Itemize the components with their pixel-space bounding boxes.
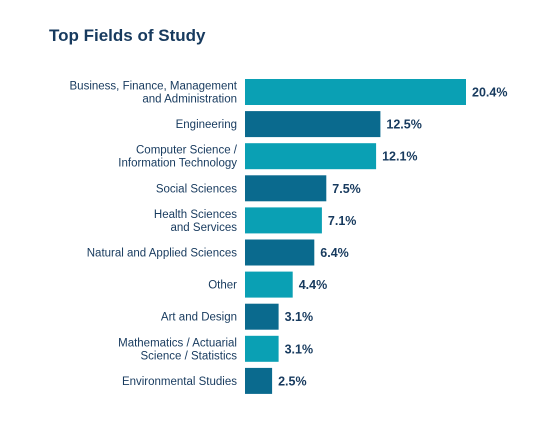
- bar-3: [245, 175, 327, 202]
- bar-2: [245, 143, 377, 170]
- category-label-0-line-1: and Administration: [142, 94, 237, 106]
- value-label-8: 3.1%: [285, 342, 314, 356]
- value-label-9: 2.5%: [278, 374, 307, 388]
- category-label-3: Social Sciences: [156, 183, 237, 195]
- value-label-2: 12.1%: [382, 150, 417, 164]
- category-label-7: Art and Design: [161, 312, 237, 324]
- category-label-0-line-0: Business, Finance, Management: [70, 81, 238, 93]
- bar-6: [245, 271, 293, 298]
- chart-title: Top Fields of Study: [49, 26, 206, 45]
- value-label-1: 12.5%: [386, 118, 421, 132]
- bar-9: [245, 367, 273, 394]
- category-label-4-line-1: and Services: [171, 222, 238, 234]
- value-label-3: 7.5%: [332, 182, 361, 196]
- bar-4: [245, 207, 322, 234]
- category-label-8-line-1: Science / Statistics: [140, 350, 237, 362]
- value-label-5: 6.4%: [320, 246, 349, 260]
- bar-7: [245, 303, 279, 330]
- category-label-6: Other: [208, 280, 237, 292]
- category-label-1: Engineering: [176, 119, 237, 131]
- category-label-9: Environmental Studies: [122, 376, 237, 388]
- bar-8: [245, 335, 279, 362]
- value-label-6: 4.4%: [299, 278, 328, 292]
- category-label-2-line-0: Computer Science /: [136, 145, 238, 157]
- value-label-7: 3.1%: [285, 310, 314, 324]
- bar-1: [245, 111, 381, 138]
- category-label-8-line-0: Mathematics / Actuarial: [118, 337, 237, 349]
- bar-0: [245, 79, 466, 105]
- category-label-4-line-0: Health Sciences: [154, 209, 237, 221]
- value-label-0: 20.4%: [472, 86, 507, 100]
- category-label-2-line-1: Information Technology: [118, 158, 237, 170]
- bar-5: [245, 239, 315, 266]
- value-label-4: 7.1%: [328, 214, 357, 228]
- category-label-5: Natural and Applied Sciences: [87, 248, 237, 260]
